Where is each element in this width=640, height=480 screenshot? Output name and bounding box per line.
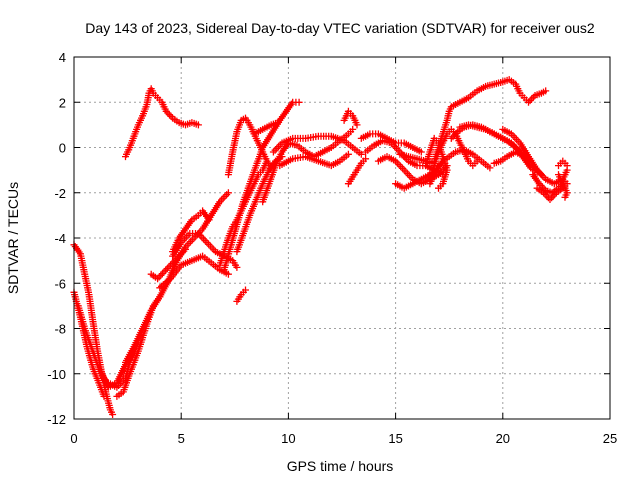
data-series-arc-h [147,245,189,283]
y-tick-label: -6 [54,276,66,291]
data-series-arc-af [426,146,494,188]
plus-markers [250,119,282,138]
plus-markers [426,146,494,188]
y-tick-label: 0 [59,141,66,156]
x-tick-label: 25 [603,431,617,446]
x-tick-label: 15 [388,431,402,446]
plus-markers [224,114,275,179]
data-series-arc-a [70,241,117,418]
plus-markers [233,286,249,305]
y-tick-label: -2 [54,186,66,201]
plus-markers [430,76,550,165]
y-axis-label: SDTVAR / TECUs [5,182,21,294]
grid-lines [74,57,610,419]
x-tick-label: 10 [281,431,295,446]
data-series-arc-u [276,150,352,170]
plus-markers [122,85,202,161]
data-series-arc-w [344,155,370,188]
data-series-arc-an [555,171,571,201]
data-series-arc-q [220,98,303,274]
plus-markers [70,241,117,418]
plus-markers [269,132,365,158]
data-series-arc-t [269,132,365,158]
data-series-arc-n [233,286,249,305]
x-axis-label: GPS time / hours [287,458,394,474]
data-series-arc-ad [430,76,550,165]
x-tick-label: 5 [178,431,185,446]
plus-markers [147,245,189,283]
y-tick-label: 2 [59,95,66,110]
plus-markers [344,155,370,188]
plus-markers [220,98,303,274]
x-tick-label: 0 [70,431,77,446]
x-tick-label: 20 [496,431,510,446]
data-markers [70,76,571,418]
chart-title: Day 143 of 2023, Sidereal Day-to-day VTE… [85,20,595,36]
y-tick-label: -4 [54,231,66,246]
data-series-arc-k [169,207,213,256]
data-series-arc-o [224,114,275,179]
axis-ticks: 0 5 10 15 20 25 -12 -10 -8 -6 -4 -2 0 2 4 [47,50,617,446]
plus-markers [555,157,571,170]
plus-markers [276,150,352,170]
data-series-arc-g [122,189,232,366]
y-tick-label: 4 [59,50,66,65]
plus-markers [340,107,361,129]
plus-markers [122,189,232,366]
plus-markers [169,207,213,256]
y-tick-label: -8 [54,322,66,337]
data-series-arc-v [340,107,361,129]
plus-markers [555,171,571,201]
data-series-arc-r [250,119,282,138]
plus-markers [156,252,232,292]
y-tick-label: -12 [47,412,66,427]
y-tick-label: -10 [47,367,66,382]
data-series-arc-am [555,157,571,170]
data-series-arc-i [156,252,232,292]
data-series-arc-l [122,85,202,161]
